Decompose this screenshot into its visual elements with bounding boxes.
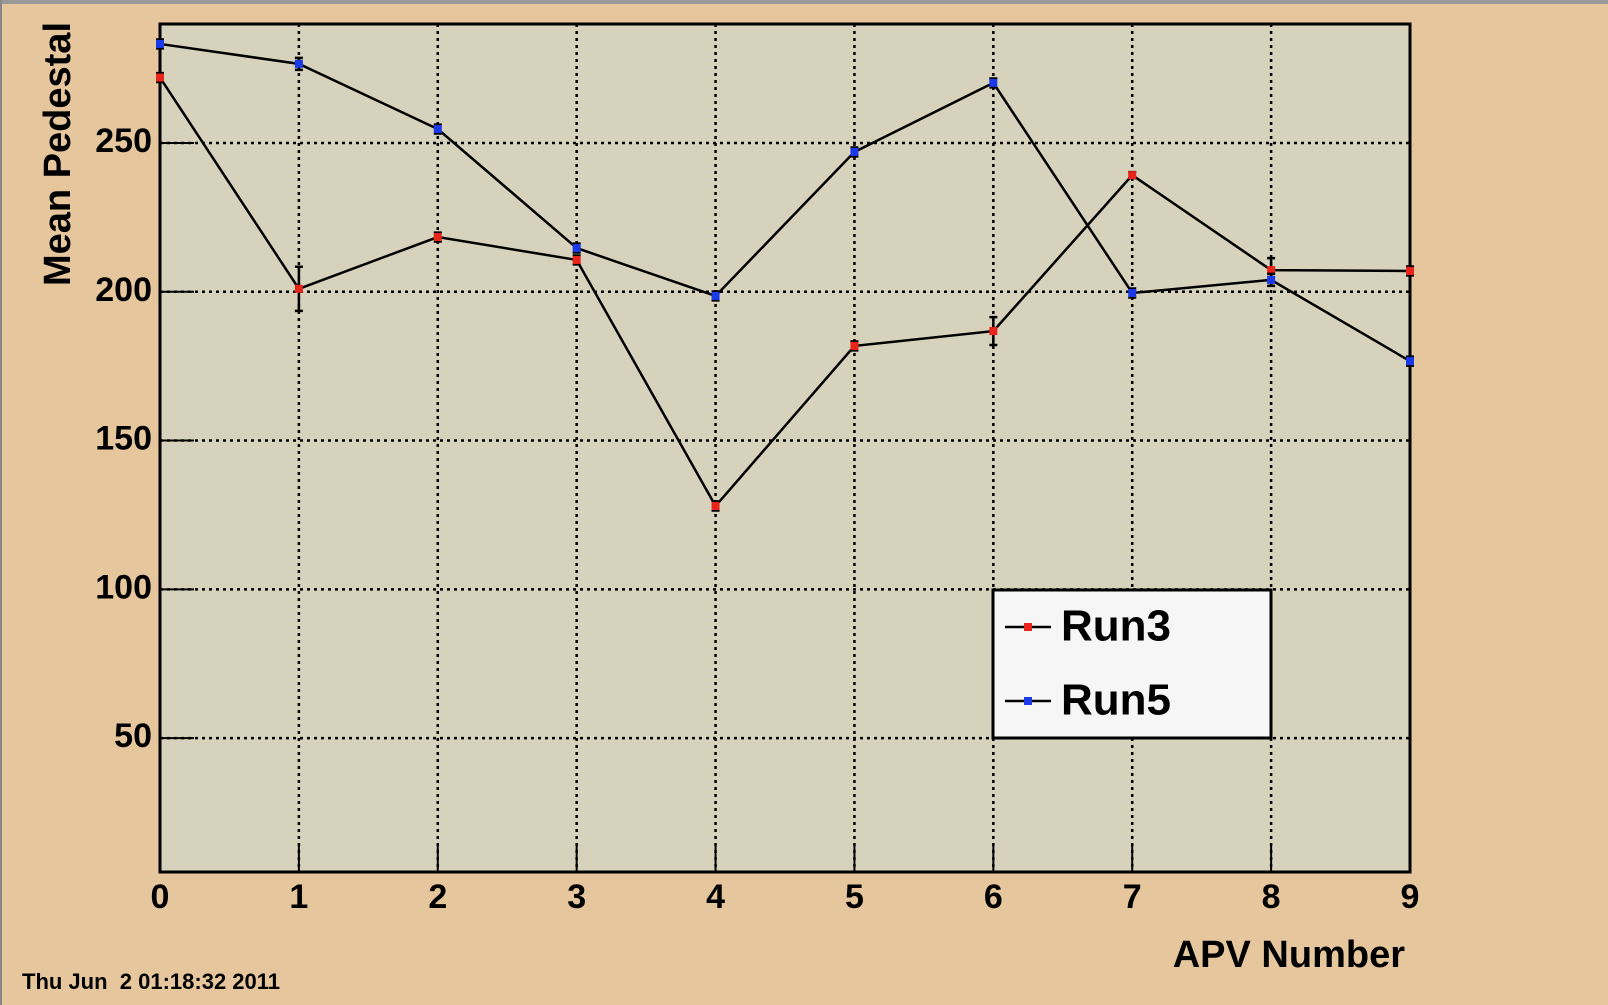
x-tick-label: 9 (1401, 878, 1420, 916)
marker (850, 341, 859, 350)
marker (156, 73, 164, 82)
timestamp: Thu Jun 2 01:18:32 2011 (22, 969, 280, 994)
y-axis-title: Mean Pedestal (37, 22, 79, 286)
marker (572, 244, 581, 253)
plot-area (160, 24, 1410, 872)
y-tick-label: 250 (95, 122, 152, 160)
marker (1267, 275, 1276, 284)
x-tick-label: 2 (428, 878, 447, 916)
series-line (158, 76, 1411, 509)
marker (1128, 171, 1137, 180)
x-tick-label: 8 (1262, 878, 1281, 916)
x-axis-title: APV Number (1173, 934, 1405, 976)
legend-label: Run5 (1061, 676, 1171, 725)
marker (294, 284, 303, 293)
x-tick-label: 4 (706, 878, 725, 916)
legend-label: Run3 (1061, 602, 1171, 651)
legend-marker (1024, 623, 1032, 631)
marker (1267, 266, 1276, 275)
marker (156, 39, 164, 48)
marker (711, 291, 720, 300)
legend-box (991, 588, 1273, 740)
marker (1406, 266, 1414, 275)
marker (989, 78, 998, 87)
window-edge (0, 0, 2, 1005)
marker (711, 502, 720, 511)
x-tick-label: 1 (289, 878, 308, 916)
marker (850, 147, 859, 156)
marker (1128, 288, 1137, 297)
x-tick-label: 5 (845, 878, 864, 916)
y-tick-label: 150 (95, 420, 152, 458)
plot-frame (158, 22, 1412, 874)
x-tick-label: 7 (1123, 878, 1142, 916)
x-tick-label: 3 (567, 878, 586, 916)
marker (433, 125, 442, 134)
marker (294, 59, 303, 68)
x-tick-label: 0 (151, 878, 170, 916)
marker (433, 233, 442, 242)
y-tick-label: 200 (95, 271, 152, 309)
legend-marker (1024, 697, 1032, 705)
series-line (159, 42, 1411, 363)
x-tick-label: 6 (984, 878, 1003, 916)
y-tick-label: 100 (95, 568, 152, 606)
marker (1406, 357, 1414, 366)
window-edge (0, 0, 1608, 4)
marker (572, 255, 581, 264)
y-tick-label: 50 (114, 717, 152, 755)
marker (989, 327, 998, 336)
